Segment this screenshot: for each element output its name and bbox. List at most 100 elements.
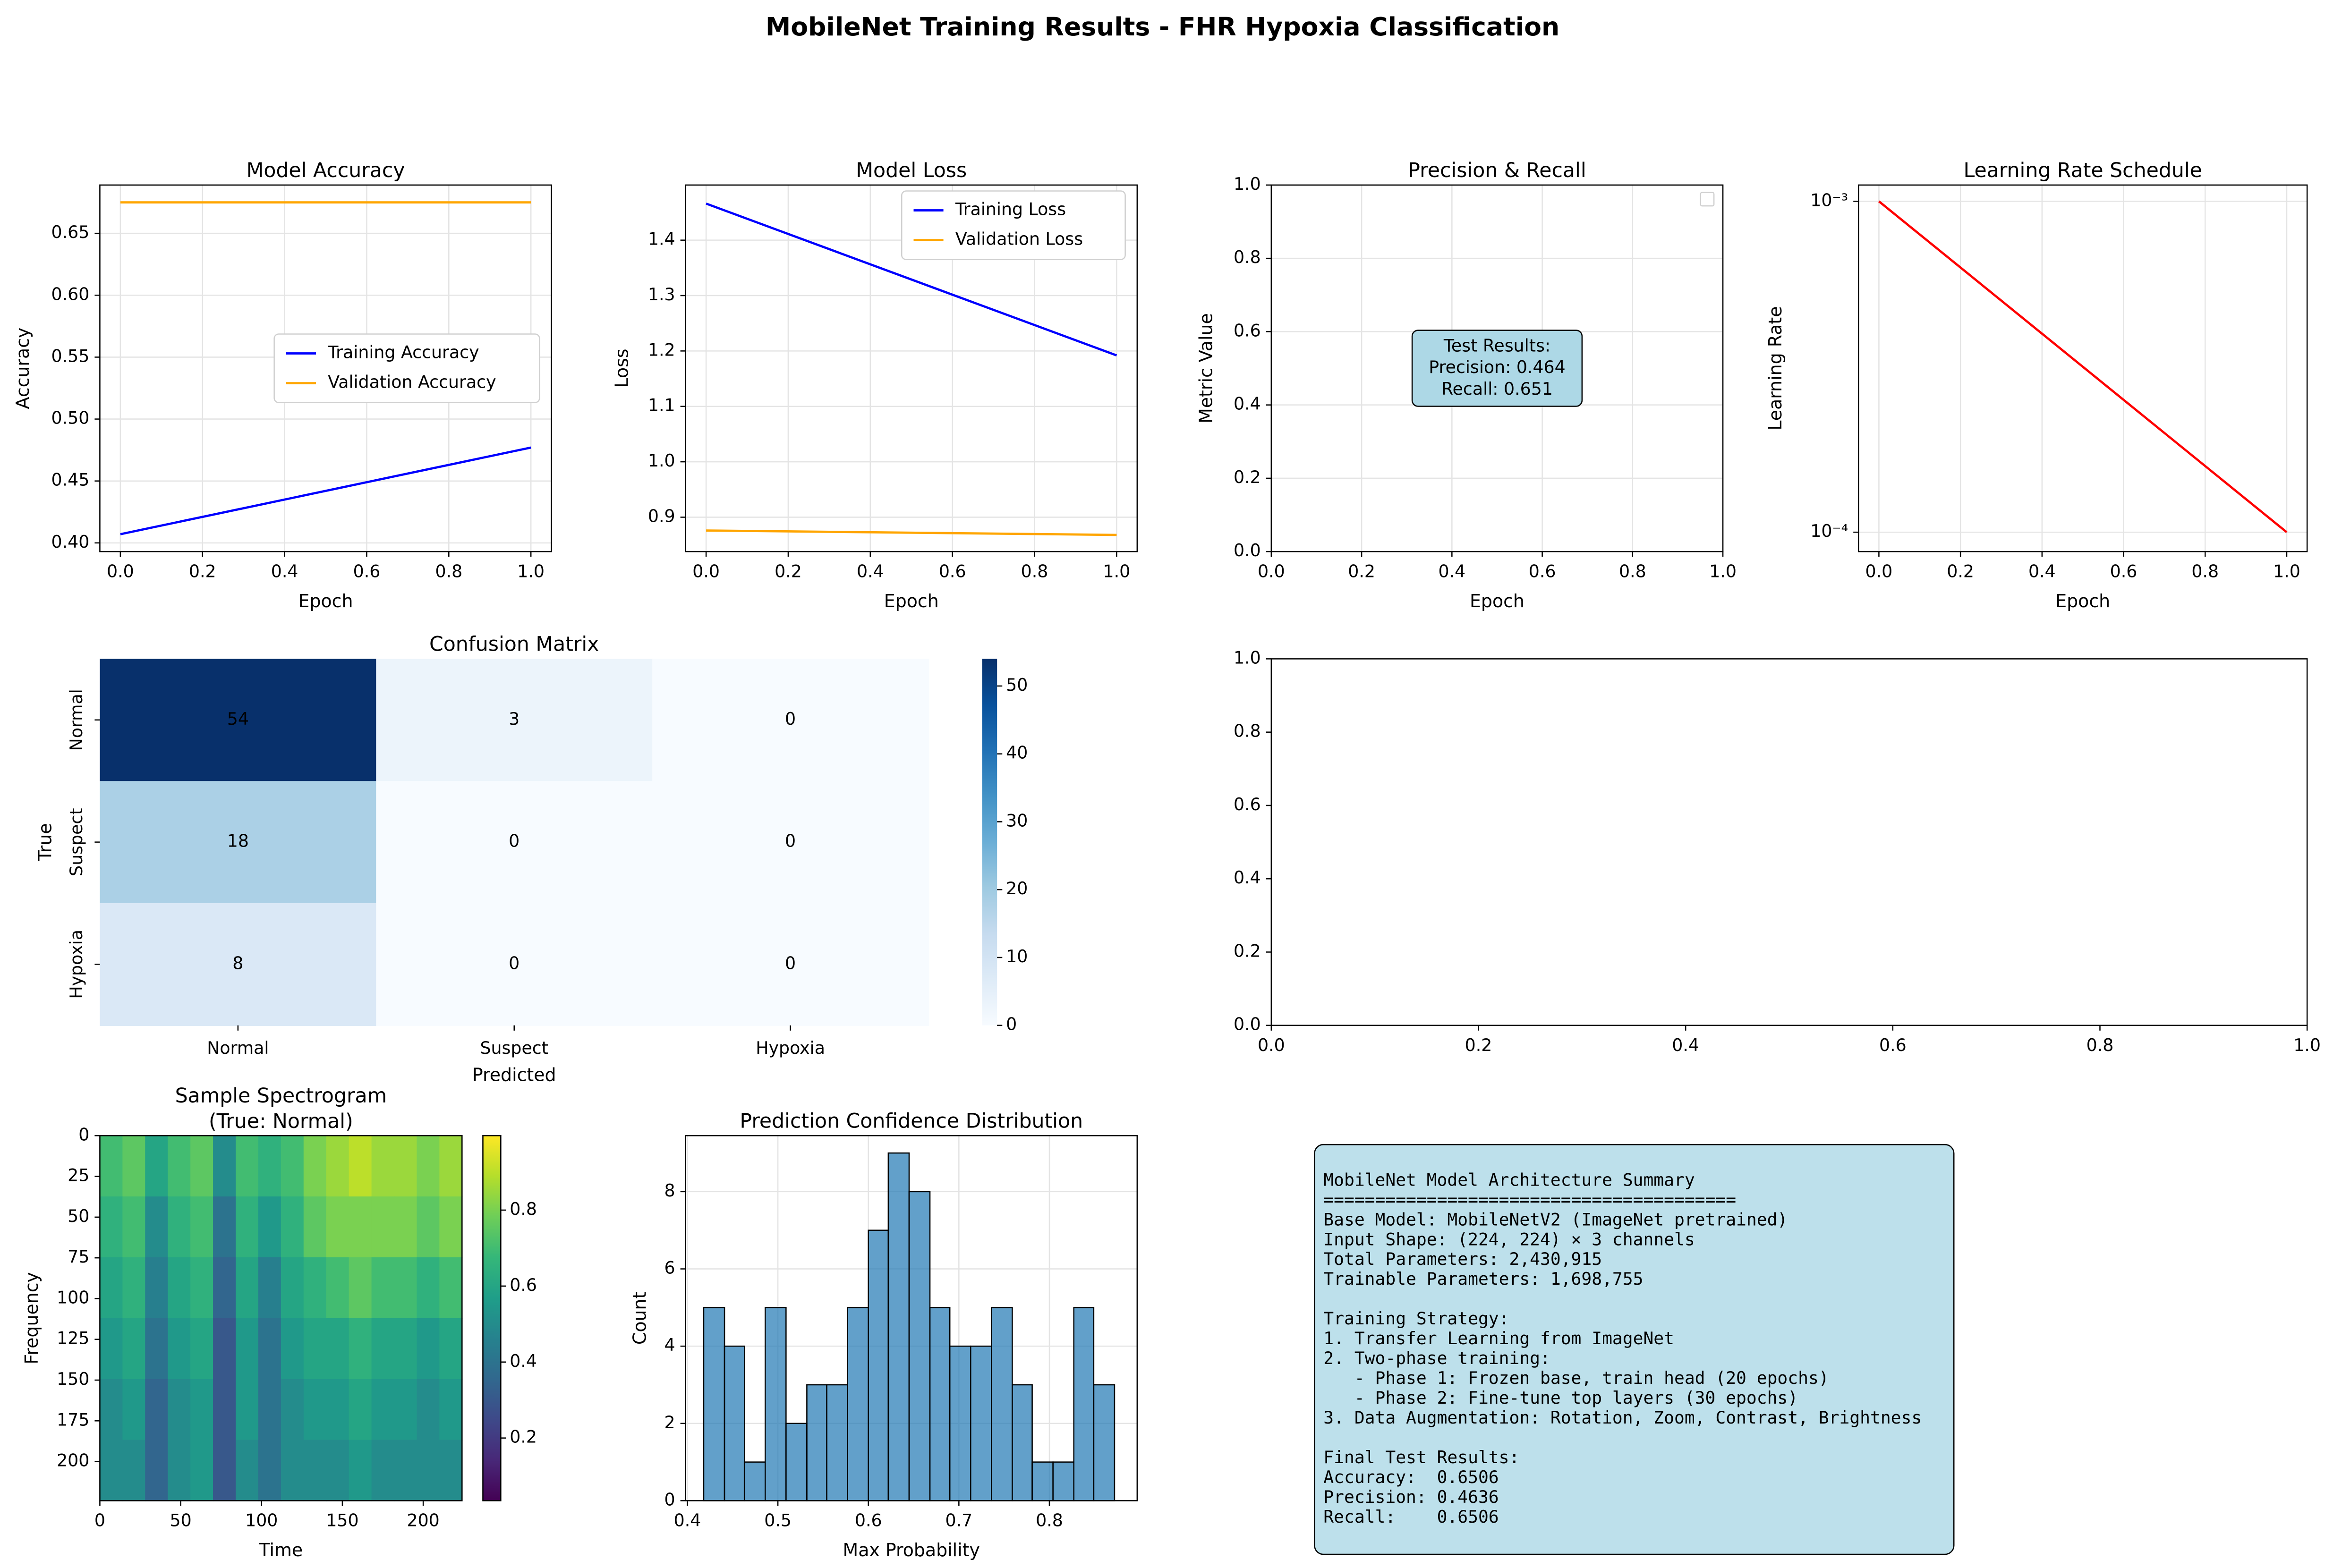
y-tick-label: 0 — [664, 1489, 675, 1509]
image-cell — [326, 1257, 349, 1319]
y-axis-label: Accuracy — [12, 328, 33, 409]
y-tick-label: 0.9 — [648, 506, 675, 526]
image-cell — [145, 1196, 169, 1258]
heatmap-cell — [100, 781, 377, 904]
image-cell — [371, 1196, 395, 1258]
x-tick-label: 100 — [245, 1510, 278, 1531]
image-cell — [100, 1196, 123, 1258]
histogram-bar — [1073, 1307, 1095, 1501]
x-axis-label: Epoch — [298, 591, 353, 611]
image-cell — [394, 1318, 417, 1380]
y-tick-label: 0.55 — [51, 346, 90, 366]
image-cell — [213, 1257, 237, 1319]
image-cell — [439, 1318, 463, 1380]
line-series — [120, 446, 531, 535]
image-cell — [371, 1136, 395, 1197]
x-tick-label: 0.0 — [1258, 1035, 1285, 1055]
image-cell — [371, 1257, 395, 1319]
image-cell — [303, 1379, 327, 1441]
x-tick-label: 0.0 — [1258, 561, 1285, 581]
image-cell — [122, 1196, 146, 1258]
image-cell — [303, 1440, 327, 1501]
image-cell — [168, 1318, 191, 1380]
image-cell — [168, 1257, 191, 1319]
y-tick-label: 1.2 — [648, 339, 675, 360]
y-tick-label: 10⁻⁴ — [1810, 521, 1848, 541]
colorbar-tick-label: 0.4 — [510, 1351, 537, 1371]
image-cell — [258, 1136, 282, 1197]
heatmap-cell — [100, 659, 377, 782]
x-tick-label: Hypoxia — [756, 1038, 825, 1058]
image-cell — [417, 1440, 440, 1501]
y-tick-label: 0.40 — [51, 532, 90, 552]
legend-label: Training Loss — [955, 199, 1066, 220]
y-axis-label: Metric Value — [1196, 313, 1217, 424]
image-cell — [349, 1379, 372, 1441]
cell-label: 0 — [509, 953, 520, 973]
x-tick-label: Suspect — [480, 1038, 548, 1058]
y-axis-label: Count — [629, 1292, 650, 1345]
heatmap-cell — [652, 781, 929, 904]
x-tick-label: 0.5 — [764, 1510, 792, 1531]
histogram-bar — [991, 1307, 1013, 1501]
axes-title: Prediction Confidence Distribution — [740, 1109, 1083, 1133]
x-tick-label: 0.7 — [945, 1510, 973, 1531]
image-cell — [303, 1318, 327, 1380]
summary-box — [1314, 1144, 1955, 1555]
image-cell — [326, 1196, 349, 1258]
image-cell — [213, 1318, 237, 1380]
x-tick-label: 0.6 — [1529, 561, 1556, 581]
heatmap-cell — [100, 903, 377, 1026]
image-cell — [371, 1318, 395, 1380]
x-tick-label: 0.0 — [1865, 561, 1893, 581]
histogram-bar — [887, 1152, 910, 1501]
cell-label: 0 — [785, 953, 796, 973]
y-tick-label: 0.0 — [1234, 540, 1261, 560]
y-tick-label: 50 — [68, 1206, 89, 1226]
y-tick-label: 0.2 — [1234, 941, 1261, 961]
x-tick-label: 0.4 — [1438, 561, 1465, 581]
histogram-bar — [949, 1345, 971, 1501]
legend-label: Training Accuracy — [327, 342, 479, 362]
image-cell — [281, 1318, 305, 1380]
image-cell — [190, 1379, 214, 1441]
heatmap-cell — [376, 903, 653, 1026]
y-tick-label: 0.2 — [1234, 467, 1261, 487]
colorbar-tick-label: 40 — [1006, 743, 1028, 763]
y-axis-label: True — [34, 823, 55, 861]
image-cell — [394, 1136, 417, 1197]
image-cell — [236, 1196, 259, 1258]
image-cell — [349, 1318, 372, 1380]
image-cell — [303, 1196, 327, 1258]
histogram-bar — [703, 1307, 725, 1501]
image-cell — [303, 1136, 327, 1197]
line-series — [706, 529, 1117, 536]
image-cell — [258, 1440, 282, 1501]
cell-label: 0 — [509, 831, 520, 851]
histogram-bar — [785, 1423, 808, 1501]
y-tick-label: Suspect — [66, 808, 86, 876]
image-cell — [281, 1196, 305, 1258]
y-axis-label: Learning Rate — [1765, 306, 1786, 430]
axes-frame — [685, 184, 1138, 552]
x-tick-label: 1.0 — [1103, 561, 1131, 581]
legend-box — [901, 190, 1126, 260]
image-cell — [168, 1196, 191, 1258]
heatmap-cell — [652, 903, 929, 1026]
annotation-box — [1411, 330, 1583, 407]
histogram-bar — [908, 1191, 931, 1501]
y-tick-label: 0.65 — [51, 222, 90, 242]
image-cell — [417, 1136, 440, 1197]
image-cell — [145, 1440, 169, 1501]
image-cell — [145, 1257, 169, 1319]
colorbar-tick-label: 10 — [1006, 946, 1028, 966]
y-tick-label: 0.8 — [1234, 721, 1261, 741]
image-cell — [190, 1440, 214, 1501]
y-tick-label: 2 — [664, 1412, 675, 1432]
image-cell — [100, 1440, 123, 1501]
x-axis-label: Predicted — [472, 1065, 556, 1085]
y-tick-label: 125 — [57, 1328, 89, 1348]
image-cell — [349, 1257, 372, 1319]
